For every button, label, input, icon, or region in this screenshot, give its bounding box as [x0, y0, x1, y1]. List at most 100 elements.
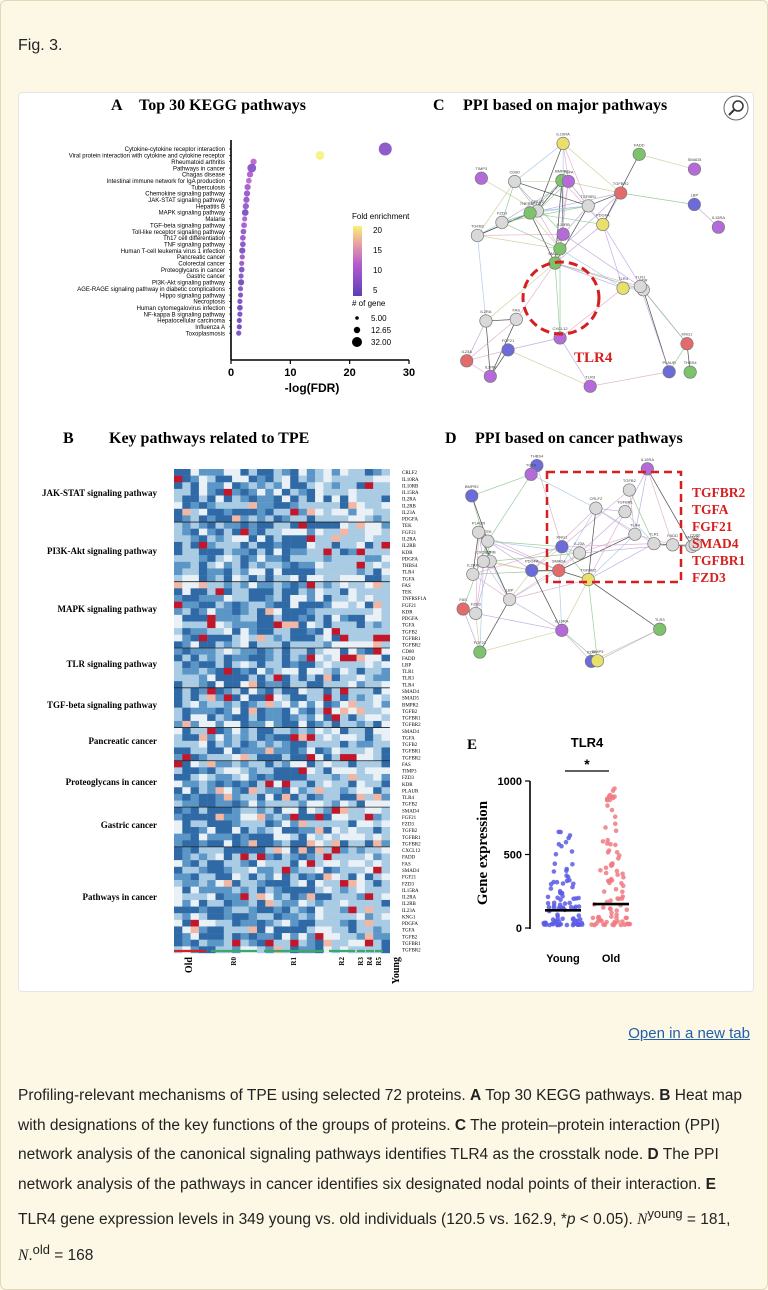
heatmap-gene-label: KDR [402, 610, 413, 615]
heatmap-cell [323, 628, 332, 635]
heatmap-cell [257, 734, 266, 742]
heatmap-cell [257, 608, 266, 616]
heatmap-cell [207, 701, 216, 708]
heatmap-cell [207, 906, 216, 914]
heatmap-cell [232, 594, 241, 602]
heatmap-cell [340, 813, 349, 821]
heatmap-cell [290, 773, 299, 781]
heatmap-cell [240, 621, 249, 629]
heatmap-cell [182, 880, 191, 887]
heatmap-group-label: JAK-STAT signaling pathway [42, 488, 158, 498]
heatmap-cell [281, 568, 291, 576]
heatmap-cell [182, 674, 191, 682]
heatmap-cell [223, 813, 233, 821]
heatmap-cell [315, 747, 324, 755]
heatmap-cell [265, 926, 274, 934]
heatmap-cell [364, 939, 374, 947]
heatmap-cell [323, 893, 332, 901]
heatmap-cell [232, 515, 241, 523]
heatmap-cell [356, 515, 366, 523]
heatmap-cell [348, 594, 357, 602]
heatmap-cell [248, 528, 258, 536]
heatmap-cell [323, 946, 332, 954]
heatmap-cell [340, 608, 349, 616]
heatmap-cell [356, 899, 366, 907]
heatmap-cell [331, 807, 341, 814]
network-node [590, 654, 605, 668]
heatmap-cell [190, 873, 200, 881]
heatmap-cell [223, 800, 233, 808]
heatmap-cell [281, 614, 291, 622]
heatmap-cell [356, 575, 366, 582]
heatmap-cell [207, 687, 216, 695]
heatmap-cell [215, 767, 224, 775]
heatmap-cell [174, 681, 183, 688]
heatmap-cell [340, 767, 349, 775]
heatmap-cell [182, 575, 191, 582]
heatmap-cell [265, 575, 274, 582]
heatmap-cell [348, 555, 357, 563]
heatmap-cell [306, 727, 316, 735]
expression-dot [618, 922, 624, 928]
heatmap-cell [298, 674, 307, 682]
heatmap-cell [348, 886, 357, 894]
heatmap-cell [323, 575, 332, 582]
heatmap-cell [340, 541, 349, 549]
pathway-dot [239, 260, 245, 266]
network-node-label: PDGFA [596, 212, 610, 217]
heatmap-cell [373, 634, 382, 642]
heatmap-cell [198, 860, 208, 867]
heatmap-cell [207, 734, 216, 742]
heatmap-cell [207, 754, 216, 761]
magnifier-icon[interactable] [723, 95, 749, 121]
heatmap-cell [182, 919, 191, 927]
heatmap-cell [257, 641, 266, 649]
heatmap-cell [315, 621, 324, 629]
heatmap-cell [223, 747, 233, 755]
heatmap-cell [381, 747, 390, 755]
heatmap-cell [315, 720, 324, 728]
heatmap-cell [190, 588, 200, 596]
heatmap-cell [331, 694, 341, 702]
heatmap-cell [281, 840, 291, 848]
heatmap-gene-label: IL2RB [402, 544, 417, 549]
heatmap-column-label: R4 [366, 957, 374, 966]
heatmap-cell [306, 747, 316, 755]
network-node-label: IL2RB [485, 549, 496, 554]
heatmap-cell [331, 601, 341, 609]
heatmap-cell [348, 926, 357, 934]
heatmap-cell [381, 681, 390, 688]
network-node-label: LBP [691, 192, 699, 197]
heatmap-cell [248, 886, 258, 894]
heatmap-cell [306, 926, 316, 934]
heatmap-cell [240, 594, 249, 602]
heatmap-cell [207, 740, 216, 748]
heatmap-cell [331, 707, 341, 715]
heatmap-cell [232, 541, 241, 549]
heatmap-cell [232, 926, 241, 934]
heatmap-cell [331, 528, 341, 536]
heatmap-cell [373, 846, 382, 854]
heatmap-cell [215, 667, 224, 675]
network-node [632, 147, 646, 161]
heatmap-cell [232, 608, 241, 616]
heatmap-cell [373, 581, 382, 589]
open-in-new-tab-link[interactable]: Open in a new tab [628, 1025, 750, 1042]
heatmap-cell [281, 701, 291, 708]
heatmap-cell [207, 641, 216, 649]
heatmap-cell [281, 575, 291, 582]
heatmap-cell [315, 913, 324, 921]
heatmap-cell [223, 720, 233, 728]
heatmap-cell [298, 475, 307, 483]
heatmap-cell [381, 820, 390, 828]
heatmap-cell [306, 667, 316, 675]
heatmap-cell [340, 469, 349, 476]
heatmap-cell [182, 727, 191, 735]
network-edge [554, 262, 624, 289]
heatmap-cell [364, 594, 374, 602]
heatmap-cell [323, 773, 332, 781]
heatmap-cell [257, 541, 266, 549]
heatmap-cell [340, 641, 349, 649]
network-edge [479, 599, 510, 653]
heatmap-cell [232, 880, 241, 887]
